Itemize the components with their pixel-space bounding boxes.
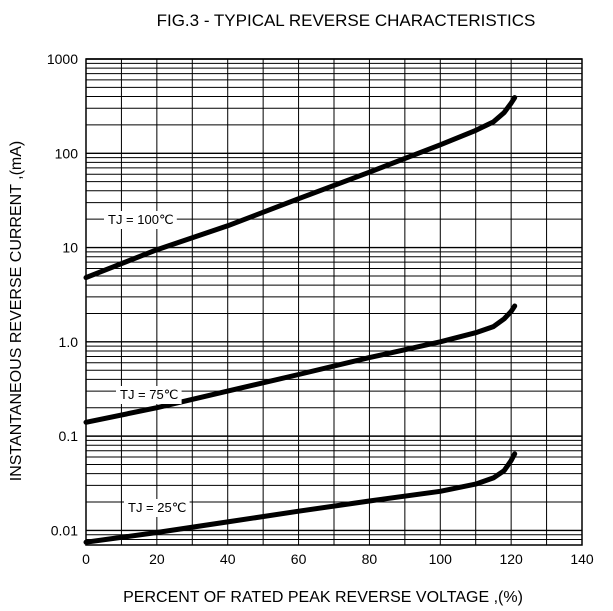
- x-tick-label: 0: [82, 551, 90, 567]
- y-tick-label: 100: [55, 145, 79, 161]
- x-tick-label: 20: [149, 551, 165, 567]
- x-axis-label: PERCENT OF RATED PEAK REVERSE VOLTAGE ,(…: [123, 589, 523, 606]
- x-tick-label: 60: [291, 551, 307, 567]
- y-tick-label: 1000: [47, 51, 78, 67]
- series-line: [83, 303, 518, 425]
- y-tick-label: 10: [62, 240, 78, 256]
- y-tick-label: 0.1: [59, 428, 79, 444]
- x-tick-label: 100: [429, 551, 453, 567]
- series-labels: TJ = 100℃ TJ = 75℃ TJ = 25℃: [104, 211, 190, 517]
- series-lines: [83, 95, 518, 545]
- x-tick-label: 140: [570, 551, 594, 567]
- series-label-background: [116, 386, 182, 404]
- y-axis-label: INSTANTANEOUS REVERSE CURRENT ,(mA): [8, 141, 25, 481]
- series-label: TJ = 25℃: [128, 500, 186, 515]
- series-label-background: [124, 499, 190, 517]
- plot-frame: [85, 58, 583, 546]
- series-line: [83, 451, 518, 545]
- y-tick-label: 0.01: [51, 522, 78, 538]
- tick-labels: 0 20 40 60 80 100 120 140 0.01 0.1 1.0 10 100 1000: [47, 51, 594, 567]
- grid: [85, 58, 583, 546]
- x-tick-label: 120: [499, 551, 523, 567]
- series-label: TJ = 75℃: [120, 387, 178, 402]
- series-label-background: [104, 211, 177, 229]
- x-tick-label: 40: [220, 551, 236, 567]
- chart-title: FIG.3 - TYPICAL REVERSE CHARACTERISTICS: [157, 11, 536, 30]
- series-line: [83, 95, 518, 281]
- x-tick-label: 80: [362, 551, 378, 567]
- series-label: TJ = 100℃: [108, 212, 174, 227]
- y-tick-label: 1.0: [59, 334, 79, 350]
